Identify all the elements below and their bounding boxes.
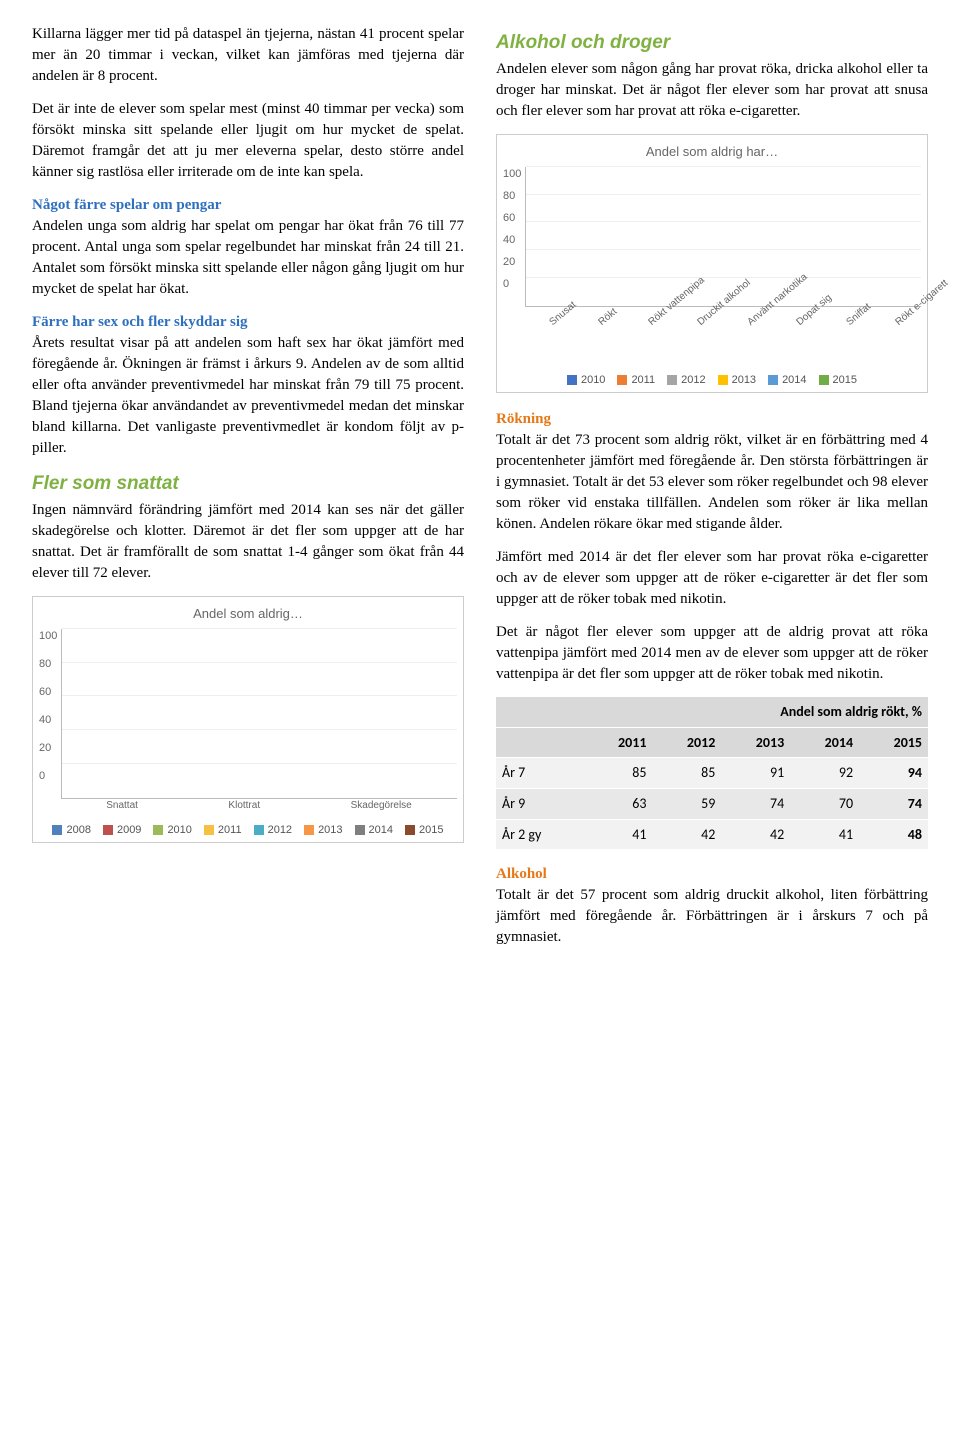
chart-title: Andel som aldrig har… [503, 143, 921, 161]
para: Jämfört med 2014 är det fler elever som … [496, 547, 928, 610]
legend-item: 2011 [617, 373, 655, 388]
legend-item: 2008 [52, 823, 90, 838]
para: Ingen nämnvärd förändring jämfört med 20… [32, 500, 464, 584]
table-row: År 2 gy4142424148 [496, 819, 928, 850]
heading-money: Något färre spelar om pengar [32, 195, 464, 216]
bar-groups [62, 629, 457, 798]
table-title: Andel som aldrig rökt, % [496, 697, 928, 727]
chart-title: Andel som aldrig… [39, 605, 457, 623]
chart-snattat: Andel som aldrig… 100806040200 SnattatKl… [32, 596, 464, 844]
para: Det är inte de elever som spelar mest (m… [32, 99, 464, 183]
para: Det är något fler elever som uppger att … [496, 622, 928, 685]
para: Totalt är det 73 procent som aldrig rökt… [496, 430, 928, 535]
x-labels: SnusatRöktRökt vattenpipaDruckit alkohol… [525, 307, 921, 363]
legend-item: 2013 [304, 823, 342, 838]
legend-item: 2012 [667, 373, 705, 388]
chart-legend: 2008 2009 2010 2011 2012 2013 2014 2015 [39, 823, 457, 838]
legend-item: 2014 [768, 373, 806, 388]
heading-rokning: Rökning [496, 409, 928, 430]
para: Andelen elever som någon gång har provat… [496, 59, 928, 122]
heading-snattat: Fler som snattat [32, 471, 464, 498]
smoking-table: Andel som aldrig rökt, % 201120122013201… [496, 697, 928, 850]
legend-item: 2014 [355, 823, 393, 838]
heading-alkohol-droger: Alkohol och droger [496, 30, 928, 57]
table-row: År 96359747074 [496, 788, 928, 819]
bar-groups [526, 167, 921, 306]
heading-alkohol: Alkohol [496, 864, 928, 885]
table-row: År 78585919294 [496, 758, 928, 789]
y-axis: 100806040200 [39, 629, 61, 799]
chart-alkohol: Andel som aldrig har… 100806040200 Snusa… [496, 134, 928, 394]
chart-legend: 2010 2011 2012 2013 2014 2015 [503, 373, 921, 388]
legend-item: 2015 [819, 373, 857, 388]
legend-item: 2010 [153, 823, 191, 838]
para: Årets resultat visar på att andelen som … [32, 333, 464, 459]
heading-sex: Färre har sex och fler skyddar sig [32, 312, 464, 333]
legend-item: 2011 [204, 823, 242, 838]
legend-item: 2013 [718, 373, 756, 388]
para: Killarna lägger mer tid på dataspel än t… [32, 24, 464, 87]
left-column: Killarna lägger mer tid på dataspel än t… [32, 24, 464, 960]
y-axis: 100806040200 [503, 167, 525, 307]
para: Andelen unga som aldrig har spelat om pe… [32, 216, 464, 300]
legend-item: 2015 [405, 823, 443, 838]
legend-item: 2012 [254, 823, 292, 838]
legend-item: 2010 [567, 373, 605, 388]
right-column: Alkohol och droger Andelen elever som nå… [496, 24, 928, 960]
x-labels: SnattatKlottratSkadegörelse [61, 799, 457, 813]
legend-item: 2009 [103, 823, 141, 838]
para: Totalt är det 57 procent som aldrig druc… [496, 885, 928, 948]
